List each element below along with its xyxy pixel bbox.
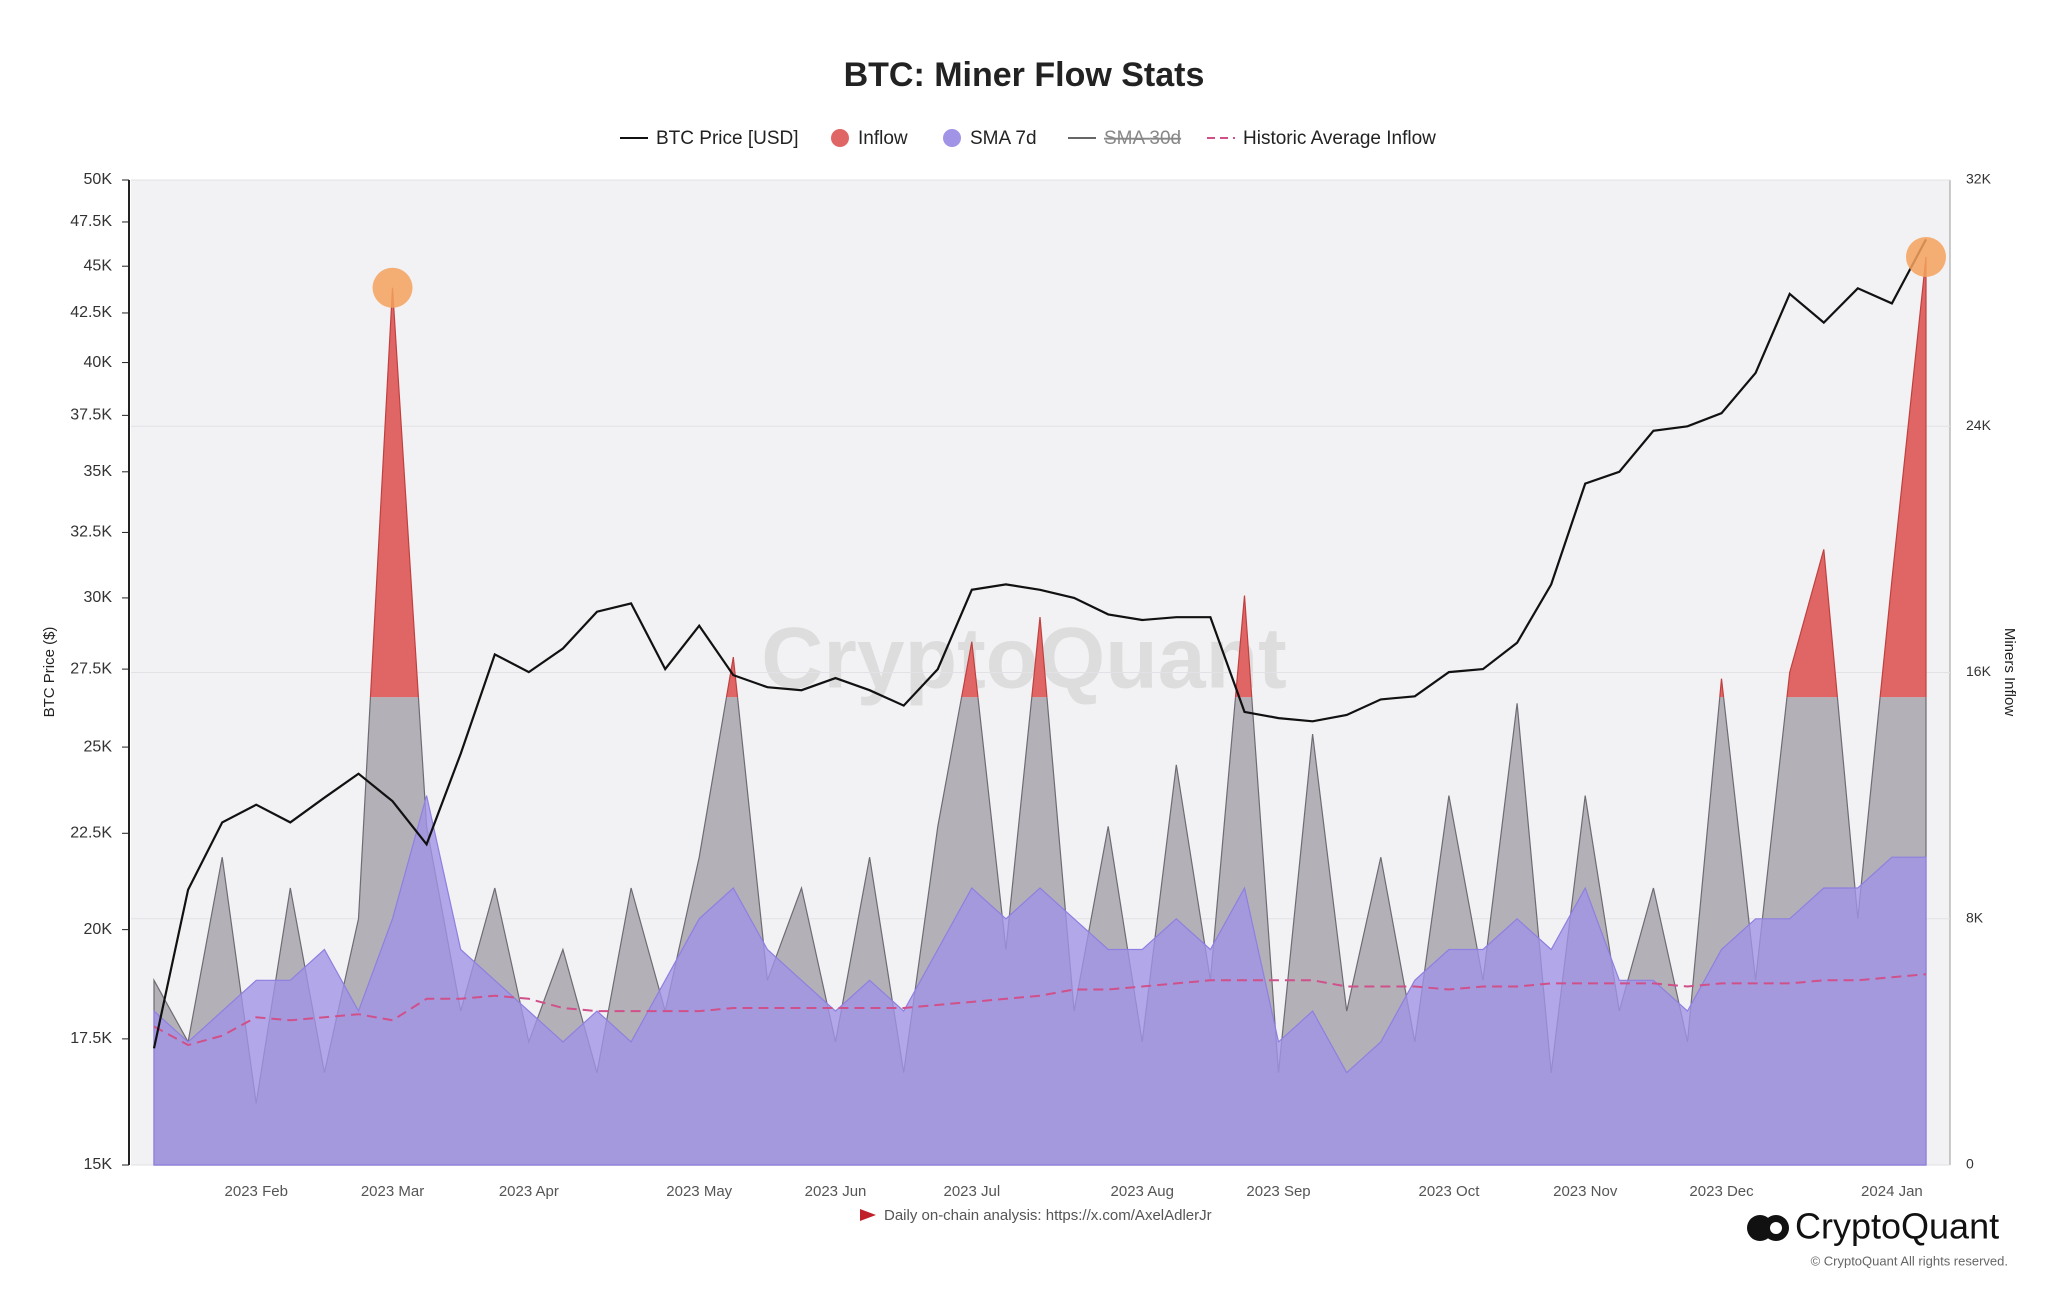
x-tick-label: 2023 Jul [943,1183,1000,1200]
plot [131,179,1950,1166]
legend-symbol [831,129,849,147]
y-tick-label: 47.5K [70,213,112,230]
y-tick-label: 30K [84,589,113,606]
y-tick-label: 15K [84,1156,113,1173]
legend-symbol [943,129,961,147]
y-tick-label: 40K [84,354,113,371]
legend-label[interactable]: Inflow [858,128,908,149]
brand: CryptoQuant [1795,1206,1999,1247]
footer-icon [860,1209,876,1221]
x-tick-label: 2024 Jan [1861,1183,1923,1200]
y-tick-label: 20K [84,921,113,938]
legend-label[interactable]: BTC Price [USD] [656,128,799,149]
average-line [153,973,1927,1047]
x-tick-label: 2023 Dec [1689,1183,1754,1200]
y-tick-label: 25K [84,738,113,755]
y2-tick-label: 16K [1966,663,1992,679]
legend: BTC Price [USD] Inflow SMA 7d SMA 30d Histor… [620,128,1436,149]
y-tick-label: 50K [84,171,113,188]
x-tick-label: 2023 Apr [499,1183,559,1200]
y-tick-label: 27.5K [70,660,112,677]
y-tick-label: 35K [84,463,113,480]
x-tick-label: 2023 Oct [1418,1183,1480,1200]
x-tick-label: 2023 Jun [805,1183,867,1200]
spike-marker [372,267,413,308]
y2-tick-label: 24K [1966,417,1992,433]
legend-label[interactable]: SMA 7d [970,128,1037,149]
x-tick-label: 2023 Feb [225,1183,288,1200]
x-tick-label: 2023 Aug [1111,1183,1174,1200]
y-tick-label: 42.5K [70,304,112,321]
y2-tick-label: 8K [1966,909,1984,925]
brand-logo [1747,1215,1789,1241]
y-axis-title: BTC Price ($) [41,627,58,718]
price-line [152,238,1927,1049]
spike-marker [1906,236,1946,277]
x-tick-label: 2023 Sep [1246,1183,1310,1200]
copyright: © CryptoQuant All rights reserved. [1811,1253,2008,1268]
chart-title: BTC: Miner Flow Stats [844,56,1205,94]
y2-axis-title: Miners Inflow [2001,628,2018,717]
watermark: CryptoQuant [761,611,1287,707]
x-tick-label: 2023 May [666,1183,732,1200]
x-tick-label: 2023 Mar [361,1183,424,1200]
legend-label[interactable]: SMA 30d [1104,128,1181,149]
y-tick-label: 17.5K [70,1030,112,1047]
y-tick-label: 37.5K [70,407,112,424]
y-tick-label: 45K [84,257,113,274]
footer-note: Daily on-chain analysis: https://x.com/A… [884,1207,1212,1224]
y2-tick-label: 32K [1966,171,1992,187]
x-tick-label: 2023 Nov [1553,1183,1618,1200]
y-tick-label: 22.5K [70,824,112,841]
sma-area [153,795,1927,1166]
legend-label[interactable]: Historic Average Inflow [1243,128,1436,149]
y-tick-label: 32.5K [70,524,112,541]
y2-tick-label: 0 [1966,1156,1974,1172]
